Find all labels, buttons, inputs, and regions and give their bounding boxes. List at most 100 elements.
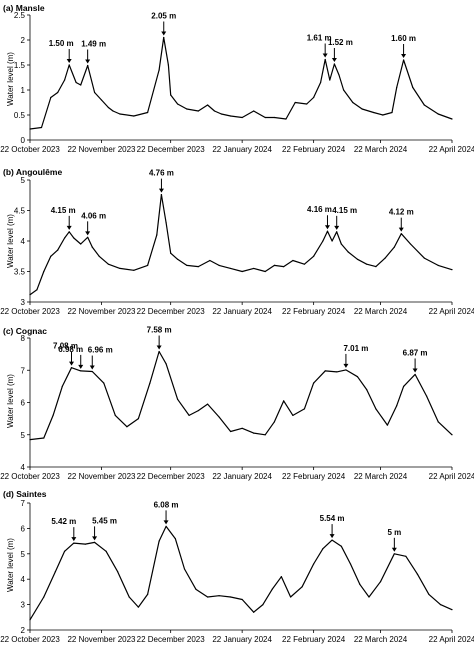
data-point xyxy=(197,110,199,112)
x-tick-label: 22 April 2024 xyxy=(429,635,474,644)
data-point xyxy=(165,363,167,365)
data-point xyxy=(294,101,296,104)
data-point xyxy=(36,289,38,291)
x-tick-label: 22 April 2024 xyxy=(429,307,474,316)
panel-title: (d) Saintes xyxy=(3,489,47,499)
data-point xyxy=(273,116,276,119)
peak-arrowhead xyxy=(334,225,340,230)
y-tick-label: 6 xyxy=(21,524,26,533)
data-point xyxy=(405,555,407,557)
peak-arrowhead xyxy=(66,59,72,63)
water-level-line xyxy=(29,36,453,130)
data-point xyxy=(451,269,453,271)
data-point xyxy=(230,596,232,598)
data-point xyxy=(451,118,453,120)
data-point xyxy=(133,269,135,271)
panel-cognac: (c) Cognac Water level (m) 4 5 6 7 8 22 Octob… xyxy=(0,326,474,481)
peak-label: 6.98 m xyxy=(58,345,83,354)
y-tick-label: 3.5 xyxy=(14,268,26,277)
data-point xyxy=(319,81,322,84)
data-point xyxy=(63,237,66,239)
y-tick-label: 7 xyxy=(21,366,26,375)
data-point xyxy=(73,237,75,239)
x-tick-label: 22 November 2023 xyxy=(67,307,136,316)
y-tick-label: 1 xyxy=(21,86,26,95)
x-tick-label: 22 October 2023 xyxy=(0,472,60,481)
data-point xyxy=(156,234,158,236)
peak-label: 1.50 m xyxy=(49,39,74,48)
data-point xyxy=(114,414,116,416)
data-point xyxy=(303,263,306,265)
data-point xyxy=(451,609,453,611)
x-tick-label: 22 December 2023 xyxy=(137,635,206,644)
peak-label: 7.58 m xyxy=(147,326,172,335)
data-point xyxy=(271,588,273,590)
x-tick-label: 22 October 2023 xyxy=(0,145,60,154)
data-point xyxy=(264,434,266,436)
y-tick-label: 2.5 xyxy=(14,11,26,20)
data-point xyxy=(423,104,425,106)
peak-arrowhead xyxy=(89,365,95,370)
data-point xyxy=(375,266,377,268)
data-point xyxy=(437,264,439,266)
data-point xyxy=(230,267,232,270)
y-tick-label: 2 xyxy=(21,626,26,635)
data-point xyxy=(57,91,59,94)
data-point xyxy=(61,385,63,387)
data-point xyxy=(340,243,342,245)
data-point xyxy=(68,231,70,233)
data-point xyxy=(206,403,209,405)
data-point xyxy=(103,382,105,384)
panel-title: (b) Angoulême xyxy=(3,167,62,177)
data-point xyxy=(112,110,114,112)
x-tick-label: 22 January 2024 xyxy=(212,145,272,154)
x-tick-label: 22 November 2023 xyxy=(67,472,136,481)
data-point xyxy=(183,568,186,570)
data-point xyxy=(324,370,326,372)
data-point xyxy=(322,240,324,242)
peak-label: 1.52 m xyxy=(328,38,353,47)
peak-label: 5.42 m xyxy=(51,517,76,526)
y-tick-label: 5 xyxy=(21,431,26,440)
data-point xyxy=(241,427,243,429)
data-point xyxy=(345,369,347,371)
data-point xyxy=(133,115,135,117)
peak-arrowhead xyxy=(322,53,328,58)
data-point xyxy=(356,376,359,378)
peak-arrowhead xyxy=(78,364,84,369)
data-point xyxy=(70,367,73,369)
y-tick-label: 4.5 xyxy=(14,207,26,216)
data-point xyxy=(84,543,86,545)
x-tick-label: 22 December 2023 xyxy=(137,307,206,316)
data-point xyxy=(186,108,188,110)
x-tick-label: 22 March 2024 xyxy=(354,635,408,644)
data-point xyxy=(68,64,70,66)
data-point xyxy=(273,421,276,423)
data-point xyxy=(306,103,308,105)
x-tick-label: 22 November 2023 xyxy=(67,635,136,644)
data-point xyxy=(80,84,82,86)
y-tick-label: 2 xyxy=(21,36,26,45)
data-point xyxy=(100,99,103,101)
data-point xyxy=(176,398,179,400)
data-point xyxy=(57,249,59,251)
y-tick-label: 5 xyxy=(21,176,26,185)
y-axis-label: Water level (m) xyxy=(6,374,15,428)
data-point xyxy=(359,583,361,585)
data-point xyxy=(322,548,324,550)
data-point xyxy=(147,264,149,266)
x-tick-label: 22 December 2023 xyxy=(137,145,206,154)
peak-label: 6.87 m xyxy=(403,348,428,357)
panel-angouleme: (b) Angoulême Water level (m) 3 3.5 4 4.5 5 2… xyxy=(0,167,474,316)
peak-arrowhead xyxy=(324,225,330,230)
data-point xyxy=(329,79,331,81)
y-tick-label: 4 xyxy=(21,575,26,584)
peak-label: 4.15 m xyxy=(51,206,76,215)
x-tick-label: 22 October 2023 xyxy=(0,635,60,644)
data-point xyxy=(347,251,349,253)
data-point xyxy=(147,593,149,596)
peak-label: 2.05 m xyxy=(151,12,176,21)
peak-label: 6.08 m xyxy=(154,500,179,509)
data-point xyxy=(170,94,172,96)
data-point xyxy=(43,270,45,273)
